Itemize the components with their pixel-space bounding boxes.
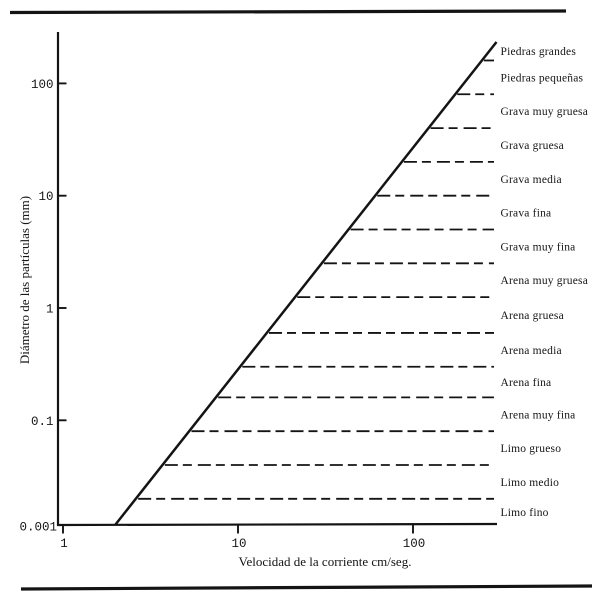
particle-class-label: Piedras pequeñas <box>501 72 584 84</box>
particle-class-label: Arena muy fina <box>501 409 576 421</box>
particle-class-labels: Piedras grandes Piedras pequeñas Grava muy… <box>501 46 589 519</box>
class-boundary-dashes <box>138 59 494 500</box>
x-tick-label: 1 <box>60 537 68 551</box>
particle-class-label: Piedras grandes <box>501 46 577 58</box>
x-axis-title: Velocidad de la corriente cm/seg. <box>239 554 412 569</box>
particle-class-label: Arena fina <box>501 377 552 389</box>
x-ticks-group: 1 10 100 <box>60 524 426 551</box>
particle-class-label: Arena media <box>501 345 562 357</box>
particle-class-label: Limo medio <box>501 477 560 489</box>
x-axis-line <box>56 522 498 527</box>
y-tick-label: 10 <box>38 190 53 204</box>
particle-class-label: Arena gruesa <box>501 310 564 322</box>
particle-class-label: Grava muy fina <box>501 241 576 253</box>
particle-class-label: Grava muy gruesa <box>501 106 589 118</box>
bottom-page-rule <box>20 584 593 591</box>
y-tick-label: 0.001 <box>19 521 57 535</box>
y-tick-label: 1 <box>46 303 54 317</box>
x-tick-label: 100 <box>403 537 426 551</box>
top-page-rule <box>9 9 567 15</box>
particle-class-label: Grava gruesa <box>501 140 564 152</box>
x-tick-label: 10 <box>231 537 246 551</box>
y-ticks-group: 100 10 1 0.1 0.001 <box>19 78 67 535</box>
particle-class-label: Arena muy gruesa <box>501 275 589 287</box>
y-axis-title: Diámetro de las partículas (mm) <box>17 196 32 364</box>
particle-class-label: Grava media <box>501 174 562 186</box>
particle-class-label: Limo grueso <box>501 443 562 455</box>
y-tick-label: 0.1 <box>31 415 54 429</box>
threshold-line <box>114 41 498 526</box>
particle-class-label: Grava fina <box>501 208 552 220</box>
particle-class-label: Limo fino <box>501 507 549 519</box>
y-tick-label: 100 <box>31 78 54 92</box>
